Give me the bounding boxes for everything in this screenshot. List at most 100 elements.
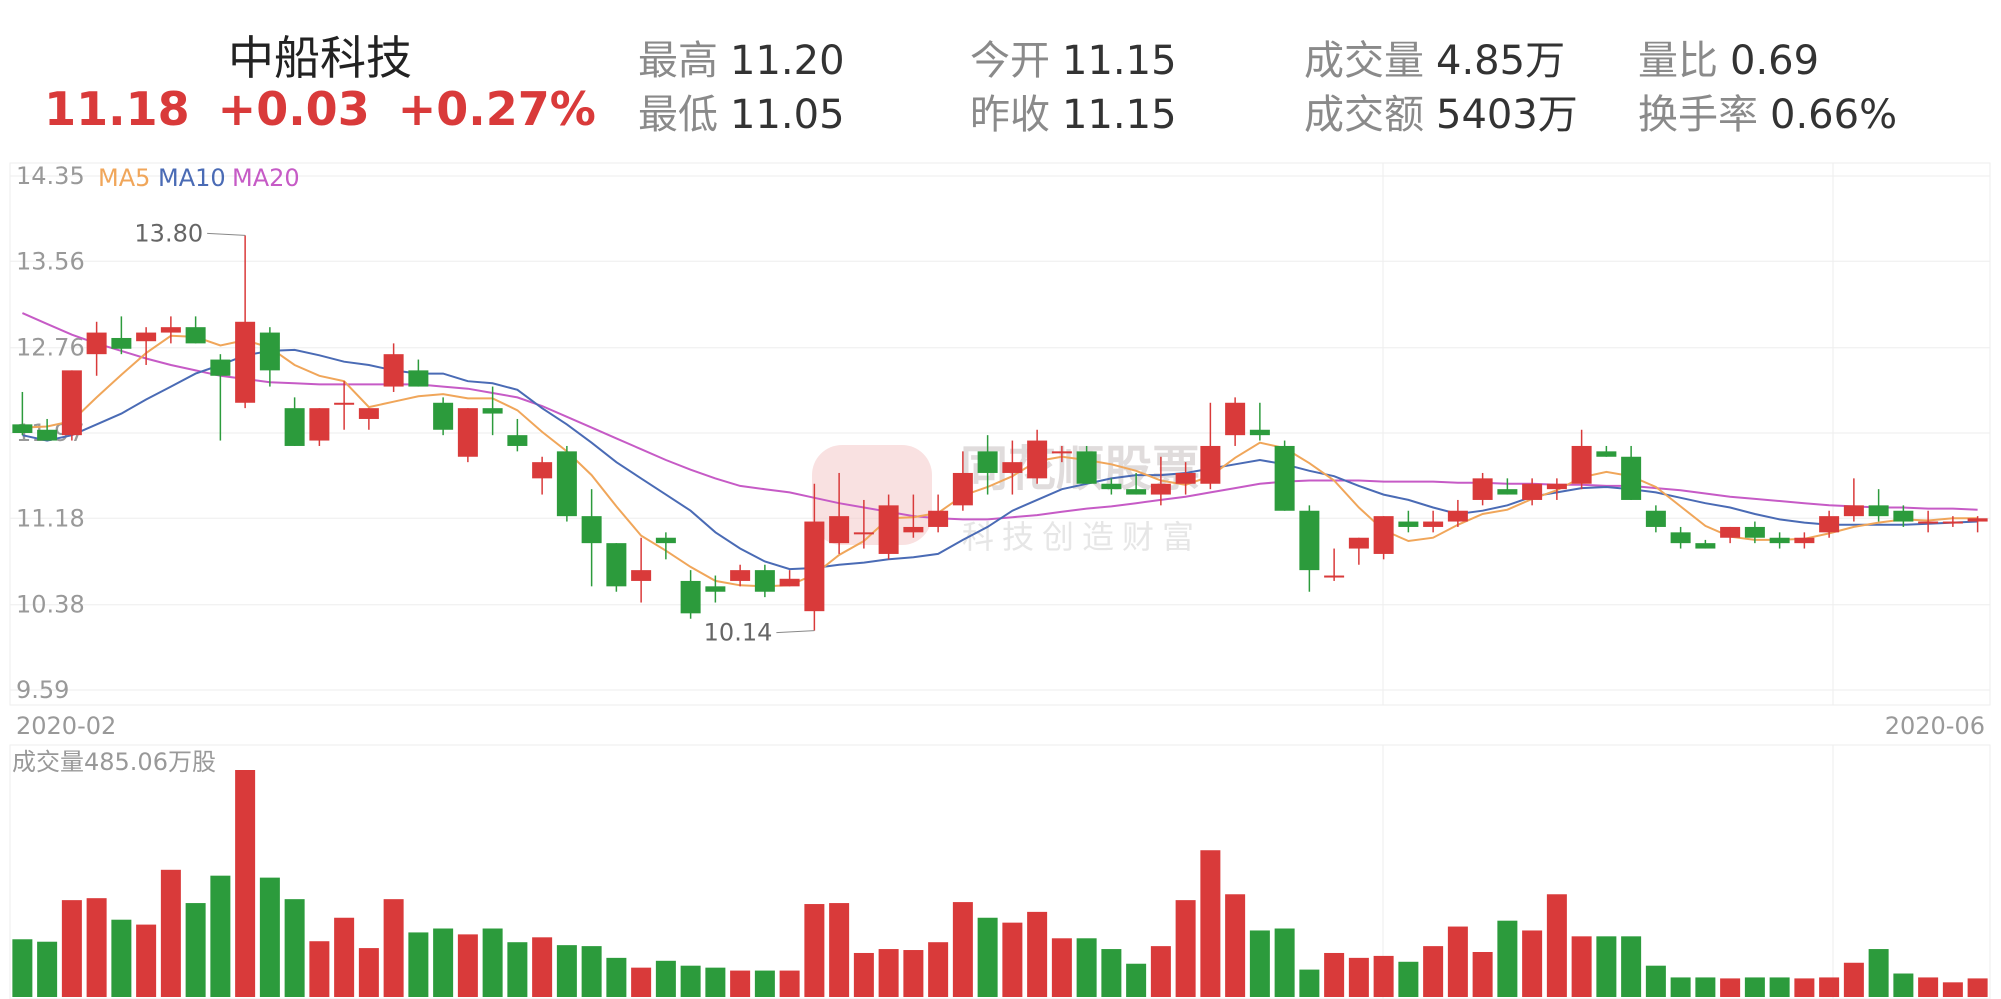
- candle-body: [1497, 489, 1518, 495]
- candle-body: [977, 451, 998, 473]
- moving-average-lines: [21, 312, 1978, 588]
- volume-bar: [606, 957, 627, 997]
- volume-bar: [334, 917, 355, 997]
- volume-label: 成交量485.06万股: [12, 748, 216, 776]
- volume-bar: [482, 928, 503, 997]
- candle-down: [754, 564, 775, 598]
- legend-ma10: MA10: [158, 164, 226, 192]
- legend-ma20: MA20: [232, 164, 300, 192]
- volume-bar: [1101, 949, 1122, 997]
- candle-body: [1051, 451, 1072, 454]
- volume-panel-border: [9, 744, 1991, 999]
- candle-body: [457, 408, 478, 457]
- candle-body: [928, 510, 949, 527]
- candle-up: [1546, 478, 1567, 500]
- watermark-subtext: 科技创造财富: [962, 518, 1202, 556]
- stat-label: 换手率: [1638, 92, 1758, 138]
- grid: [9, 162, 1991, 999]
- candle-body: [185, 327, 206, 344]
- candle-body: [160, 327, 181, 333]
- candle-up: [1571, 429, 1592, 490]
- candle-body: [1942, 521, 1963, 524]
- candle-body: [1027, 440, 1048, 479]
- candle-body: [754, 570, 775, 592]
- volume-bar: [86, 898, 107, 997]
- volume-bar: [1819, 977, 1840, 997]
- stat-value: 5403万: [1436, 92, 1578, 138]
- volume-bar: [730, 970, 751, 997]
- candle-down: [1497, 478, 1518, 495]
- candle-down: [556, 445, 577, 522]
- stat-label: 昨收: [970, 92, 1050, 138]
- candle-up: [730, 564, 751, 587]
- y-tick-label: 12.76: [16, 334, 85, 362]
- candle-body: [37, 429, 58, 441]
- candle-body: [12, 424, 33, 433]
- ma5-line: [22, 334, 1978, 588]
- stat-turnover-rate: 换手率 0.66%: [1638, 82, 1897, 140]
- volume-bar: [408, 932, 429, 997]
- candle-up: [1175, 462, 1196, 495]
- candle-body: [1843, 505, 1864, 517]
- candle-body: [680, 580, 701, 614]
- volume-bars: 成交量485.06万股: [12, 748, 1988, 997]
- candle-body: [1819, 516, 1840, 533]
- volume-bar: [61, 900, 82, 997]
- volume-bar: [1645, 965, 1666, 997]
- volume-bar: [1398, 961, 1419, 997]
- candle-down: [111, 316, 132, 355]
- candle-up: [853, 499, 874, 549]
- stat-value: 11.20: [730, 38, 845, 84]
- volume-bar: [1868, 949, 1889, 997]
- volume-bar: [1522, 930, 1543, 997]
- quote-header: 中船科技 11.18 +0.03 +0.27% 最高 11.20 今开 11.15 …: [0, 0, 2001, 160]
- volume-bar: [977, 917, 998, 997]
- stock-price-line: 11.18 +0.03 +0.27%: [0, 82, 640, 136]
- volume-bar: [853, 952, 874, 997]
- y-tick-label: 11.18: [16, 504, 85, 532]
- volume-bar: [1175, 900, 1196, 997]
- volume-bar: [1348, 957, 1369, 997]
- volume-bar: [1744, 977, 1765, 997]
- volume-bar: [111, 919, 132, 997]
- volume-bar: [1299, 969, 1320, 997]
- volume-bar: [259, 877, 280, 997]
- candle-body: [532, 462, 553, 479]
- volume-bar: [680, 965, 701, 997]
- volume-bar: [1249, 930, 1270, 997]
- candle-down: [581, 489, 602, 587]
- volume-bar: [1076, 938, 1097, 997]
- volume-bar: [1769, 977, 1790, 997]
- x-end-label: 2020-06: [1885, 712, 1985, 740]
- candle-up: [136, 327, 157, 365]
- candle-up: [1423, 510, 1444, 533]
- candle-body: [952, 472, 973, 506]
- candle-down: [705, 575, 726, 603]
- ma10-line: [22, 348, 1978, 571]
- price-change: +0.03: [217, 82, 370, 136]
- candle-up: [1522, 478, 1543, 506]
- candle-down: [507, 418, 528, 452]
- candle-up: [334, 381, 355, 430]
- candle-body: [433, 402, 454, 430]
- candle-up: [1819, 510, 1840, 538]
- volume-bar: [1794, 978, 1815, 997]
- volume-bar: [433, 928, 454, 997]
- candle-up: [1373, 516, 1394, 560]
- stat-volume-ratio: 量比 0.69: [1638, 28, 1819, 86]
- candle-down: [1101, 478, 1122, 495]
- volume-bar: [1695, 977, 1716, 997]
- candle-down: [1868, 489, 1889, 522]
- volume-bar: [1670, 977, 1691, 997]
- stat-low: 最低 11.05: [638, 82, 845, 140]
- volume-bar: [1200, 850, 1221, 997]
- candle-body: [1744, 526, 1765, 538]
- candle-up: [829, 472, 850, 554]
- candle-body: [507, 435, 528, 446]
- candle-down: [12, 391, 33, 436]
- stat-label: 最低: [638, 92, 718, 138]
- candle-up: [1225, 397, 1246, 446]
- candle-body: [1695, 543, 1716, 549]
- candle-down: [482, 386, 503, 436]
